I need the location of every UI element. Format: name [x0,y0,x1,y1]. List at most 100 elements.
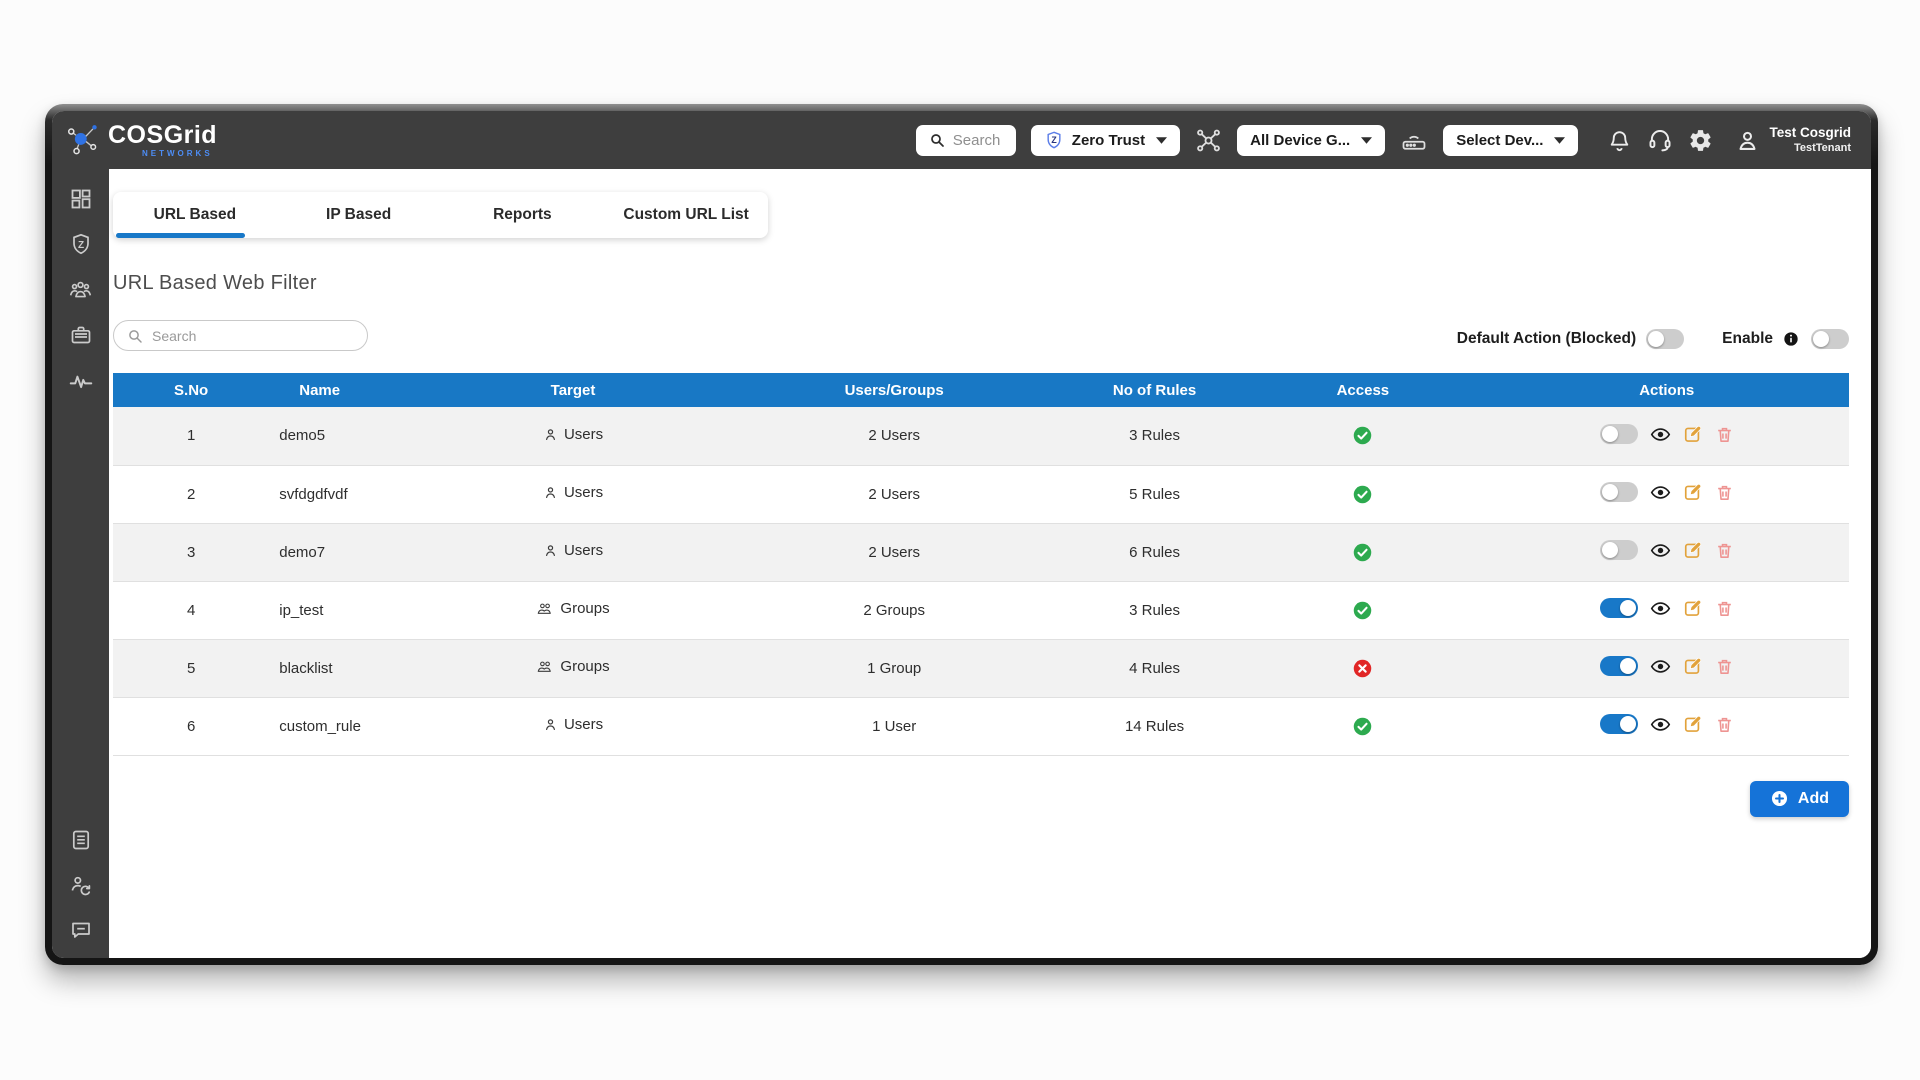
user-tenant: TestTenant [1793,141,1851,154]
users-group-icon[interactable] [68,277,93,302]
cell-target: Users [425,407,720,465]
cell-no-of-rules: 6 Rules [1129,543,1180,561]
edit-icon[interactable] [1683,482,1703,502]
cell-actions [1484,639,1849,697]
rule-enable-toggle[interactable] [1599,714,1638,735]
logo-molecule-icon [66,121,104,159]
user-sync-icon[interactable] [69,873,93,897]
cell-actions [1484,407,1849,465]
cell-no-of-rules: 14 Rules [1124,717,1185,735]
view-eye-icon[interactable] [1650,598,1671,619]
device-group-dropdown[interactable]: All Device G... [1237,124,1386,156]
view-eye-icon[interactable] [1650,540,1671,561]
rule-enable-toggle[interactable] [1599,482,1638,503]
rule-enable-toggle[interactable] [1599,424,1638,444]
view-eye-icon[interactable] [1650,656,1671,677]
edit-icon[interactable] [1683,714,1703,734]
chevron-down-icon [1554,136,1566,144]
tab-bar: URL Based IP Based Reports Custom URL List [113,192,768,238]
rule-enable-toggle[interactable] [1599,598,1638,619]
column-header-name: Name [269,373,426,407]
table-search [113,320,368,351]
user-icon [543,427,558,442]
delete-trash-icon[interactable] [1715,599,1734,618]
cell-users-groups: 1 User [872,717,917,735]
add-button[interactable]: Add [1749,780,1849,817]
document-icon[interactable] [69,828,93,852]
enable-toggle[interactable] [1811,329,1849,349]
rules-table: S.No Name Target Users/Groups No of Rules Acc… [113,373,1849,756]
page-title: URL Based Web Filter [113,272,317,294]
cell-users-groups: 1 Group [867,659,922,677]
rule-enable-toggle[interactable] [1599,656,1638,677]
table-search-input[interactable] [152,327,354,344]
search-icon [127,328,143,344]
sidebar: Z [52,169,109,958]
tab-ip-based[interactable]: IP Based [326,206,392,223]
activity-pulse-icon[interactable] [68,368,94,394]
delete-trash-icon[interactable] [1715,541,1734,560]
zero-trust-shield-icon[interactable]: Z [69,232,93,256]
cell-access [1241,523,1484,581]
cell-name: demo7 [279,543,326,561]
view-eye-icon[interactable] [1650,482,1671,503]
cell-no-of-rules: 3 Rules [1129,601,1180,619]
view-eye-icon[interactable] [1650,424,1671,445]
tab-reports[interactable]: Reports [493,206,552,223]
access-blocked-icon [1352,658,1373,679]
chat-bubble-icon[interactable] [69,918,93,942]
chevron-down-icon [1361,136,1373,144]
dashboard-grid-icon[interactable] [69,187,93,211]
cell-name: ip_test [279,601,324,619]
table-row: 5 blacklist Groups 1 Group 4 Rules [113,639,1849,697]
briefcase-icon[interactable] [69,323,93,347]
edit-icon[interactable] [1683,598,1703,618]
cell-name: demo5 [279,427,326,445]
enable-label: Enable [1722,330,1773,347]
global-search-button[interactable]: Search [915,124,1016,156]
topology-icon [1195,127,1222,154]
cell-name: custom_rule [279,717,361,735]
support-headset-icon[interactable] [1647,127,1673,153]
edit-icon[interactable] [1683,424,1703,444]
user-menu[interactable]: Test Cosgrid TestTenant [1734,125,1851,156]
access-allowed-icon [1352,542,1373,563]
user-icon [543,485,558,500]
delete-trash-icon[interactable] [1715,657,1734,676]
default-action-toggle[interactable] [1646,329,1685,349]
info-icon[interactable] [1783,331,1799,347]
delete-trash-icon[interactable] [1715,425,1734,444]
rule-enable-toggle[interactable] [1599,540,1638,561]
logo: COSGrid NETWORKS [66,121,217,159]
cell-target: Users [425,697,720,755]
cell-target: Users [425,465,720,523]
table-row: 3 demo7 Users 2 Users 6 Rules [113,523,1849,581]
notifications-bell-icon[interactable] [1607,128,1632,153]
main-content: URL Based IP Based Reports Custom URL List … [109,169,1871,958]
column-header-users-groups: Users/Groups [720,373,1068,407]
select-device-dropdown[interactable]: Select Dev... [1443,124,1579,156]
edit-icon[interactable] [1683,540,1703,560]
app-header: COSGrid NETWORKS Search Z Zero Trust [52,111,1871,169]
edit-icon[interactable] [1683,656,1703,676]
delete-trash-icon[interactable] [1715,483,1734,502]
cell-access [1241,581,1484,639]
view-eye-icon[interactable] [1650,714,1671,735]
tab-url-based[interactable]: URL Based [113,192,277,238]
cell-no-of-rules: 4 Rules [1129,659,1180,677]
zero-trust-dropdown[interactable]: Z Zero Trust [1030,124,1181,156]
column-header-access: Access [1241,373,1485,407]
cell-users-groups: 2 Groups [863,601,926,619]
delete-trash-icon[interactable] [1715,715,1734,734]
table-row: 6 custom_rule Users 1 User 14 Rules [113,697,1849,755]
group-icon [536,659,554,674]
tab-custom-url-list[interactable]: Custom URL List [623,206,749,223]
cell-actions [1484,523,1849,581]
cell-name: blacklist [279,659,333,677]
settings-gear-icon[interactable] [1688,128,1713,153]
cell-target: Groups [425,639,720,697]
user-avatar-icon [1734,127,1761,154]
column-header-actions: Actions [1484,373,1849,407]
cell-sno: 5 [186,659,196,677]
zero-trust-shield-icon: Z [1044,130,1064,150]
